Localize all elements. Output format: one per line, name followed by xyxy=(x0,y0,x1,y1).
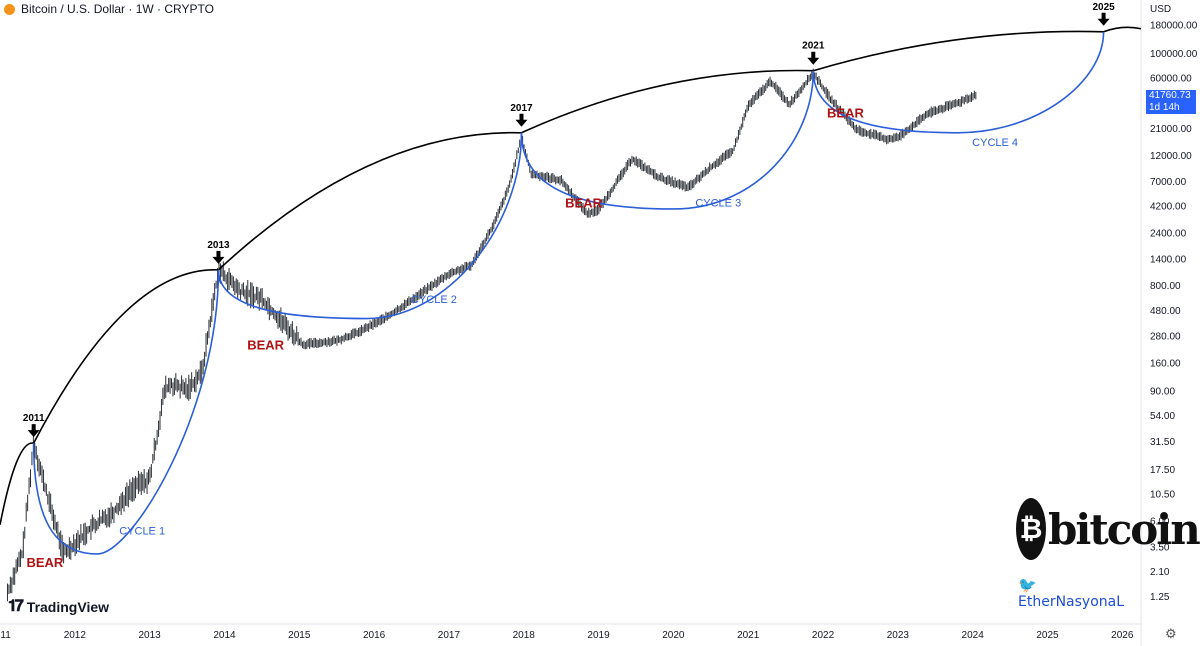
gear-icon[interactable]: ⚙ xyxy=(1165,626,1177,641)
bitcoin-symbol-icon: ₿ xyxy=(1016,498,1046,560)
cycle-label: CYCLE 2 xyxy=(411,294,457,306)
y-tick-label: 280.00 xyxy=(1150,332,1181,343)
x-tick-label: 2024 xyxy=(962,630,985,641)
tradingview-mark-icon: 𝟏𝟕 xyxy=(8,598,24,615)
currency-label[interactable]: USD xyxy=(1150,4,1172,15)
bear-label: BEAR xyxy=(247,338,284,353)
x-tick-label: 2020 xyxy=(662,630,685,641)
last-price: 41760.73 xyxy=(1149,90,1191,101)
cycle-curve xyxy=(217,132,523,320)
bear-label: BEAR xyxy=(26,555,63,570)
peak-year-label: 2017 xyxy=(510,103,533,114)
y-tick-label: 4200.00 xyxy=(1150,201,1187,212)
down-arrow-icon xyxy=(27,424,40,438)
down-arrow-icon xyxy=(212,250,225,264)
y-tick-label: 2400.00 xyxy=(1150,228,1187,239)
cycle-label: CYCLE 1 xyxy=(119,525,165,537)
x-tick-label: 2013 xyxy=(139,630,162,641)
x-tick-label: 2018 xyxy=(513,630,536,641)
down-arrow-icon xyxy=(1097,12,1110,26)
bitcoin-logo: ₿ bitcoin xyxy=(1016,498,1200,560)
y-tick-label: 100000.00 xyxy=(1150,49,1198,60)
x-tick-label: 2014 xyxy=(213,630,236,641)
cycle-curve xyxy=(520,70,815,210)
cycle-label: CYCLE 3 xyxy=(695,198,741,210)
bar-countdown: 1d 14h xyxy=(1149,102,1180,113)
x-tick-label: 2019 xyxy=(587,630,610,641)
y-tick-label: 7000.00 xyxy=(1150,177,1187,188)
peak-year-label: 2013 xyxy=(207,240,230,251)
cycle-curve xyxy=(32,269,220,555)
ath-arc xyxy=(0,26,1142,525)
y-tick-label: 160.00 xyxy=(1150,359,1181,370)
down-arrow-icon xyxy=(515,113,528,127)
x-tick-label: 2012 xyxy=(64,630,87,641)
chart-header[interactable]: Bitcoin / U.S. Dollar · 1W · CRYPTO xyxy=(4,2,214,16)
y-tick-label: 54.00 xyxy=(1150,411,1175,422)
y-tick-label: 31.50 xyxy=(1150,437,1175,448)
cycle-curves xyxy=(32,31,1105,555)
y-tick-label: 10.50 xyxy=(1150,490,1175,501)
last-price-tag: 41760.73 1d 14h xyxy=(1146,90,1196,114)
cycle-label: CYCLE 4 xyxy=(972,137,1018,149)
x-tick-label: 2022 xyxy=(812,630,835,641)
y-tick-label: 6.00 xyxy=(1150,517,1170,528)
down-arrow-icon xyxy=(807,51,820,65)
y-tick-label: 17.50 xyxy=(1150,465,1175,476)
y-tick-label: 180000.00 xyxy=(1150,21,1198,32)
y-tick-label: 1.25 xyxy=(1150,592,1170,603)
y-tick-label: 2.10 xyxy=(1150,567,1170,578)
x-tick-label: 2017 xyxy=(438,630,461,641)
tradingview-logo[interactable]: 𝟏𝟕 TradingView xyxy=(8,598,109,616)
peak-year-label: 2025 xyxy=(1092,2,1115,13)
y-tick-label: 21000.00 xyxy=(1150,124,1192,135)
x-tick-label: 2016 xyxy=(363,630,386,641)
y-tick-label: 480.00 xyxy=(1150,306,1181,317)
bitcoin-coin-icon xyxy=(4,3,15,15)
peak-year-label: 2011 xyxy=(23,413,45,424)
bear-label: BEAR xyxy=(827,106,864,121)
x-tick-label: 2021 xyxy=(737,630,760,641)
tradingview-brand: TradingView xyxy=(26,599,110,615)
y-tick-label: 800.00 xyxy=(1150,281,1181,292)
x-tick-label: 2026 xyxy=(1111,630,1134,641)
peak-year-label: 2021 xyxy=(802,41,825,52)
y-tick-label: 1400.00 xyxy=(1150,254,1187,265)
chart-annotations: 2011 2013 2017 2021 2025 BEAR BEAR BEAR BEAR CYCL… xyxy=(23,2,1115,570)
y-tick-label: 60000.00 xyxy=(1150,73,1192,84)
x-tick-label: 2025 xyxy=(1036,630,1059,641)
bird-icon: 🐦 xyxy=(1018,577,1037,594)
x-tick-label: 2023 xyxy=(887,630,910,641)
y-tick-label: 90.00 xyxy=(1150,386,1175,397)
y-tick-label: 12000.00 xyxy=(1150,151,1192,162)
author-brand: 🐦 EtherNasyonaL xyxy=(1018,576,1124,610)
bear-label: BEAR xyxy=(565,196,602,211)
cycle-curve xyxy=(812,31,1105,134)
author-name: EtherNasyonaL xyxy=(1018,594,1125,610)
ath-arc-group xyxy=(0,26,1142,525)
x-tick-label: 2015 xyxy=(288,630,311,641)
price-candles xyxy=(6,68,977,602)
time-axis[interactable]: 2011 2012 2013 2014 2015 2016 2017 2018 2019 2020… xyxy=(0,630,1134,641)
bitcoin-wordmark: bitcoin xyxy=(1048,504,1200,554)
chart-title: Bitcoin / U.S. Dollar · 1W · CRYPTO xyxy=(21,2,214,16)
x-tick-label: 2011 xyxy=(0,630,11,641)
y-tick-label: 3.50 xyxy=(1150,543,1170,554)
